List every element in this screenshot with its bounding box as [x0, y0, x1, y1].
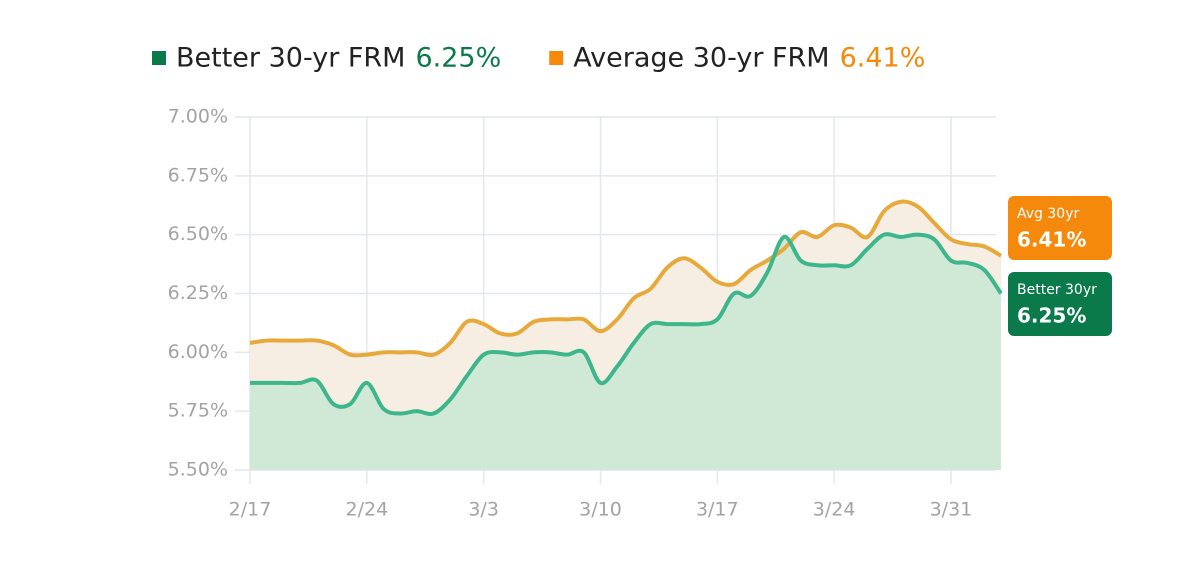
legend-swatch [152, 51, 166, 65]
badge-value: 6.41% [1017, 228, 1086, 252]
badge [1008, 196, 1112, 260]
x-tick-label: 3/24 [813, 499, 856, 521]
x-tick-label: 2/24 [345, 499, 388, 521]
x-tick-label: 3/17 [696, 499, 739, 521]
legend-value: 6.41% [840, 43, 926, 74]
y-tick-label: 6.25% [168, 282, 228, 304]
y-tick-label: 5.50% [168, 459, 228, 481]
line [249, 199, 1003, 358]
legend-value: 6.25% [415, 43, 501, 74]
line [250, 232, 1003, 416]
badge-label: Avg 30yr [1017, 206, 1079, 222]
y-tick-label: 5.75% [168, 400, 228, 422]
legend-label: Average 30-yr FRM [573, 43, 829, 74]
x-tick-label: 2/17 [229, 499, 272, 521]
area [250, 234, 1001, 470]
legend-label: Better 30-yr FRM [176, 43, 405, 74]
x-tick-label: 3/10 [579, 499, 622, 521]
y-tick-label: 6.50% [168, 223, 228, 245]
badge-label: Better 30yr [1017, 282, 1097, 298]
x-tick-label: 3/3 [468, 499, 499, 521]
y-tick-label: 6.00% [168, 341, 228, 363]
x-tick-label: 3/31 [930, 499, 973, 521]
legend-swatch [549, 51, 564, 65]
badge-value: 6.25% [1017, 304, 1086, 328]
badge [1008, 272, 1112, 336]
y-tick-label: 7.00% [168, 106, 228, 128]
y-tick-label: 6.75% [168, 164, 228, 186]
